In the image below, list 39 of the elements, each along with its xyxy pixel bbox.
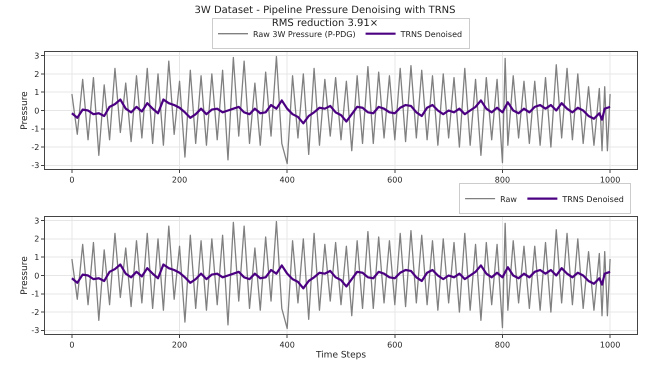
y-tick-label: -3	[31, 326, 40, 336]
y-tick-label: 3	[34, 216, 40, 226]
y-tick-label: 0	[34, 271, 40, 280]
x-tick-label: 800	[494, 176, 510, 185]
y-axis-title: Pressure	[20, 90, 30, 130]
line-series	[70, 98, 612, 124]
y-tick-label: 0	[34, 106, 40, 116]
legend-label: TRNS Denoised	[561, 194, 624, 204]
y-tick-label: 2	[34, 70, 40, 79]
y-tick-label: 1	[34, 253, 40, 262]
line-series	[71, 56, 611, 164]
legend-label: Raw 3W Pressure (P-PDG)	[253, 30, 356, 39]
x-tick-label: 400	[280, 176, 295, 185]
x-tick-label: 400	[280, 340, 295, 350]
y-tick-label: -3	[31, 161, 40, 170]
y-tick-label: 2	[34, 234, 40, 244]
line-series	[71, 220, 611, 330]
x-tick-label: 600	[387, 176, 402, 185]
y-tick-label: -2	[31, 308, 40, 317]
y-tick-label: -1	[31, 290, 40, 299]
line-series	[70, 263, 612, 290]
x-tick-label: 200	[172, 176, 188, 185]
x-tick-label: 0	[69, 340, 74, 350]
x-tick-label: 600	[387, 340, 402, 350]
y-axis-title: Pressure	[20, 256, 30, 295]
y-tick-label: 3	[34, 51, 40, 60]
x-axis-title: Time Steps	[314, 350, 366, 360]
chart-subtitle: RMS reduction 3.91×	[272, 18, 378, 29]
x-tick-label: 1000	[600, 340, 620, 350]
legend-label: Raw	[500, 194, 518, 204]
y-tick-label: 1	[34, 88, 40, 98]
x-tick-label: 0	[69, 176, 74, 185]
x-tick-label: 800	[494, 340, 510, 350]
y-tick-label: -1	[31, 124, 40, 134]
chart-title: 3W Dataset - Pipeline Pressure Denoising with TRNS	[194, 4, 456, 16]
x-tick-label: 1000	[600, 176, 620, 185]
x-tick-label: 200	[172, 340, 188, 350]
y-tick-label: -2	[31, 142, 40, 152]
legend-label: TRNS Denoised	[400, 30, 462, 39]
